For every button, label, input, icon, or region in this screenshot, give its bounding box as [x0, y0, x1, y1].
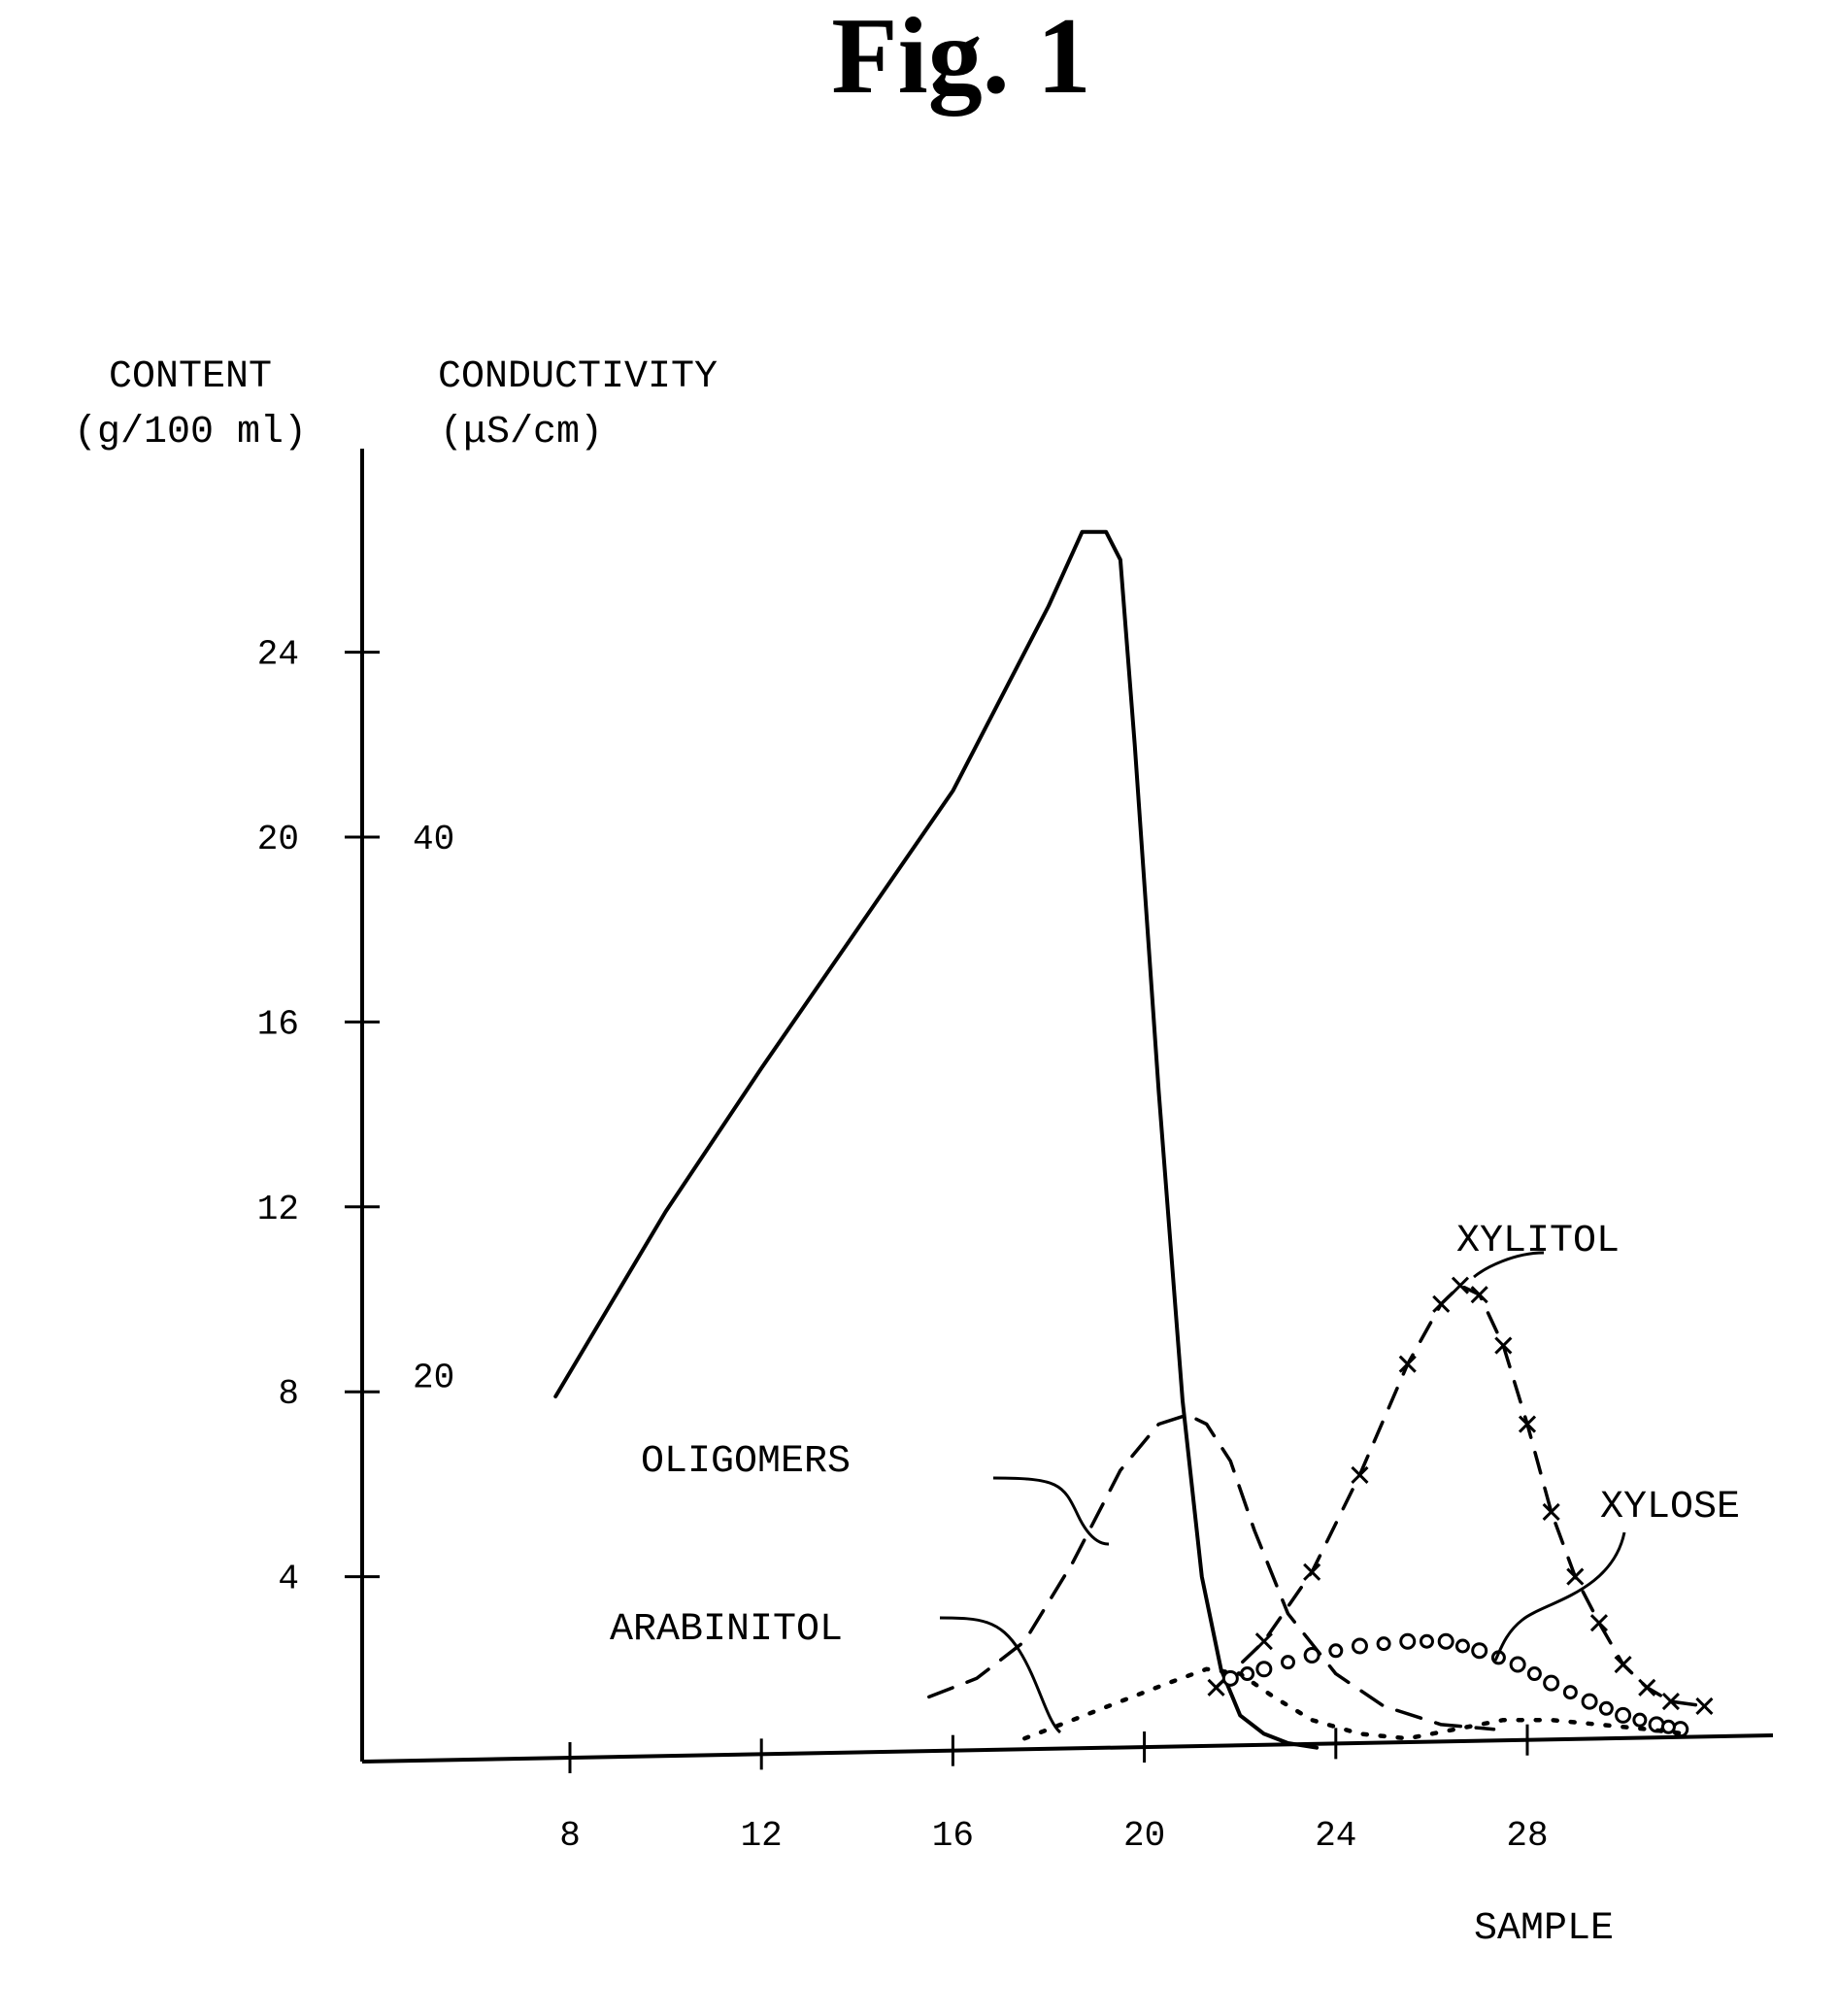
series-xylose-point: [1545, 1676, 1558, 1690]
series-xylitol-point: [1352, 1467, 1367, 1483]
series-xylitol-point: [1433, 1296, 1449, 1312]
series-xylitol-point: [1400, 1357, 1416, 1372]
series-xylose-point: [1564, 1687, 1576, 1698]
series-xylose-point: [1528, 1668, 1540, 1680]
series-xylose-point: [1456, 1640, 1468, 1652]
leader-xylose: [1495, 1532, 1624, 1661]
y-tick-label-20: 20: [257, 820, 299, 859]
series-xylitol-point: [1304, 1564, 1320, 1580]
y-tick-label-12: 12: [257, 1190, 299, 1229]
leader-arabinitol: [940, 1618, 1060, 1732]
conductivity-axis-unit: (μS/cm): [440, 411, 603, 454]
conductivity-tick-label-40: 40: [413, 820, 454, 859]
series-xylose-point: [1617, 1708, 1630, 1722]
content-axis-label: CONTENT: [109, 355, 272, 399]
series-xylose-point: [1634, 1714, 1646, 1726]
series-xylitol-point: [1209, 1680, 1224, 1696]
series-xylose-point: [1283, 1657, 1294, 1668]
label-arabinitol: ARABINITOL: [610, 1608, 843, 1652]
series-xylose-point: [1353, 1639, 1366, 1653]
x-tick-label-20: 20: [1123, 1816, 1165, 1856]
series-xylose-point: [1330, 1645, 1342, 1657]
axis-ticks: 4 8 12 16 20 24 20 40 8 12 16 20 24 28: [257, 635, 1549, 1856]
series-group: [555, 532, 1712, 1748]
series-xylose-point: [1439, 1634, 1453, 1648]
y-tick-label-8: 8: [278, 1374, 299, 1414]
x-tick-label-28: 28: [1506, 1816, 1548, 1856]
series-xylose-point: [1378, 1638, 1389, 1650]
content-axis-unit: (g/100 ml): [74, 411, 307, 454]
series-xylitol-point: [1696, 1698, 1712, 1714]
label-xylitol: XYLITOL: [1456, 1220, 1620, 1263]
series-xylose-point: [1257, 1663, 1271, 1676]
x-tick-label-12: 12: [741, 1816, 783, 1856]
x-axis-label: SAMPLE: [1474, 1907, 1614, 1951]
label-oligomers: OLIGOMERS: [641, 1440, 851, 1484]
series-xylitol-point: [1591, 1615, 1607, 1630]
series-xylitol-point: [1453, 1278, 1468, 1294]
leader-oligomers: [993, 1478, 1109, 1544]
series-xylitol-point: [1567, 1569, 1583, 1585]
series-xylose-point: [1662, 1721, 1674, 1732]
series-xylitol-point: [1472, 1287, 1487, 1302]
series-xylose-point: [1401, 1634, 1415, 1648]
conductivity-tick-label-20: 20: [413, 1359, 454, 1398]
series-xylose-point: [1511, 1658, 1524, 1671]
series-xylitol-point: [1256, 1633, 1272, 1649]
x-tick-label-8: 8: [559, 1816, 581, 1856]
series-xylose-point: [1600, 1702, 1612, 1714]
x-axis-line: [362, 1735, 1773, 1762]
figure-title: Fig. 1: [831, 0, 1091, 117]
y-tick-label-4: 4: [278, 1560, 299, 1599]
x-tick-label-24: 24: [1315, 1816, 1356, 1856]
label-xylose: XYLOSE: [1600, 1486, 1740, 1529]
series-xylitol-point: [1639, 1680, 1654, 1696]
conductivity-axis-label: CONDUCTIVITY: [438, 355, 718, 399]
series-xylose-point: [1305, 1649, 1319, 1663]
series-conductivity-line: [555, 532, 1317, 1748]
y-tick-label-24: 24: [257, 635, 299, 675]
y-tick-label-16: 16: [257, 1004, 299, 1044]
series-xylose-point: [1583, 1695, 1596, 1708]
series-xylose-point: [1420, 1635, 1432, 1647]
x-tick-label-16: 16: [932, 1816, 974, 1856]
series-xylitol-point: [1616, 1657, 1631, 1672]
series-xylose-point: [1473, 1644, 1487, 1658]
